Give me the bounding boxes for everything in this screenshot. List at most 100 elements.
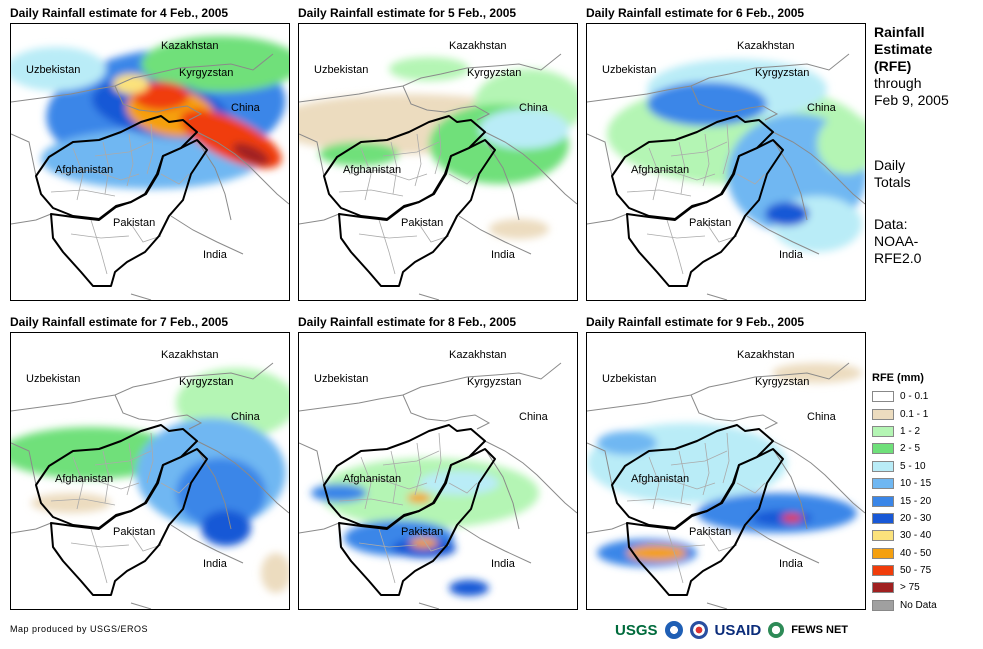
country-border	[706, 602, 728, 609]
map-canvas	[299, 362, 577, 609]
rain-cell	[410, 538, 438, 548]
pakistan-outline	[626, 139, 784, 287]
province-boundary	[358, 542, 418, 548]
province-boundary	[670, 141, 728, 157]
province-boundary	[102, 141, 110, 195]
province-boundary	[360, 456, 372, 510]
province-boundary	[736, 482, 766, 494]
panel-title: Daily Rainfall estimate for 8 Feb., 2005	[298, 315, 517, 329]
country-label-afghanistan: Afghanistan	[631, 164, 690, 176]
legend-swatch	[872, 478, 894, 490]
legend-label: 10 - 15	[900, 478, 932, 490]
legend-item: 20 - 30	[872, 510, 980, 527]
country-border	[196, 448, 232, 530]
country-label-china: China	[519, 102, 548, 114]
legend-swatch	[872, 495, 894, 507]
country-label-india: India	[491, 558, 515, 570]
legend-item: 2 - 5	[872, 440, 980, 457]
logo-strip: USGS USAID FEWS NET	[615, 618, 848, 642]
province-boundary	[50, 189, 116, 197]
province-boundary	[146, 432, 154, 484]
province-boundary	[160, 482, 190, 494]
rain-cell	[765, 202, 809, 226]
rain-cell	[113, 74, 149, 94]
legend-label: 15 - 20	[900, 495, 932, 507]
side-daily-1: Daily	[874, 157, 906, 173]
legend-item: No Data	[872, 597, 980, 614]
province-boundary	[382, 450, 440, 466]
province-boundary	[90, 219, 108, 275]
panel-title: Daily Rainfall estimate for 7 Feb., 2005	[10, 315, 229, 329]
province-boundary	[378, 528, 396, 584]
rainfall-field	[11, 36, 289, 189]
rain-cell	[232, 142, 270, 166]
legend-swatch	[872, 582, 894, 594]
pakistan-outline	[338, 448, 496, 596]
country-border	[299, 362, 562, 412]
province-boundary	[130, 223, 162, 243]
province-boundary	[60, 169, 140, 181]
country-border	[11, 362, 274, 412]
country-label-afghanistan: Afghanistan	[631, 473, 690, 485]
rain-cell	[419, 471, 499, 495]
country-label-china: China	[807, 102, 836, 114]
legend-item: 30 - 40	[872, 527, 980, 544]
country-label-pakistan: Pakistan	[689, 217, 732, 229]
rain-cell	[11, 47, 106, 91]
map-canvas	[11, 36, 289, 300]
side-data-2: NOAA-	[874, 233, 919, 249]
globe-icon	[768, 622, 785, 638]
country-label-pakistan: Pakistan	[113, 217, 156, 229]
legend-item: 10 - 15	[872, 475, 980, 492]
legend-label: 30 - 40	[900, 530, 932, 542]
province-boundary	[418, 532, 450, 552]
province-boundary	[90, 528, 108, 584]
side-date: Feb 9, 2005	[874, 92, 949, 108]
province-boundary	[360, 147, 372, 201]
province-boundary	[94, 141, 152, 157]
rain-cell	[597, 431, 657, 455]
rain-cell	[479, 109, 569, 149]
rain-cell	[133, 82, 189, 110]
province-boundary	[418, 223, 450, 243]
country-label-pakistan: Pakistan	[401, 526, 444, 538]
country-border	[772, 139, 808, 221]
country-border	[402, 85, 491, 121]
rain-cell	[647, 82, 767, 126]
province-boundary	[70, 542, 130, 548]
province-boundary	[348, 169, 428, 181]
province-boundary	[736, 173, 766, 185]
country-label-kyrgyzstan: Kyrgyzstan	[467, 67, 522, 79]
rain-cell	[31, 493, 111, 513]
rain-cell	[311, 484, 367, 502]
legend-label: 20 - 30	[900, 512, 932, 524]
province-boundary	[666, 219, 684, 275]
country-label-india: India	[203, 558, 227, 570]
legend-item: > 75	[872, 579, 980, 596]
province-boundary	[338, 498, 404, 506]
country-label-kazakhstan: Kazakhstan	[737, 40, 795, 52]
province-boundary	[448, 173, 478, 185]
country-label-uzbekistan: Uzbekistan	[314, 64, 369, 76]
legend-label: 40 - 50	[900, 547, 932, 559]
country-border	[484, 131, 577, 205]
side-data-1: Data:	[874, 216, 908, 232]
country-border	[130, 602, 152, 609]
legend-item: 50 - 75	[872, 562, 980, 579]
rain-cell	[389, 57, 469, 81]
legend-label: 2 - 5	[900, 443, 921, 455]
side-data-3: RFE2.0	[874, 250, 922, 266]
province-boundary	[722, 432, 730, 484]
province-boundary	[678, 141, 686, 195]
country-border	[196, 131, 289, 205]
legend-label: No Data	[900, 599, 937, 611]
country-label-india: India	[491, 249, 515, 261]
province-boundary	[636, 478, 716, 490]
country-label-china: China	[231, 411, 260, 423]
legend-swatch	[872, 565, 894, 577]
country-label-afghanistan: Afghanistan	[55, 164, 114, 176]
country-label-india: India	[203, 249, 227, 261]
province-boundary	[706, 223, 738, 243]
rainfall-map: Kazakhstan Uzbekistan Kyrgyzstan China Afgha…	[10, 23, 290, 301]
country-label-china: China	[231, 102, 260, 114]
